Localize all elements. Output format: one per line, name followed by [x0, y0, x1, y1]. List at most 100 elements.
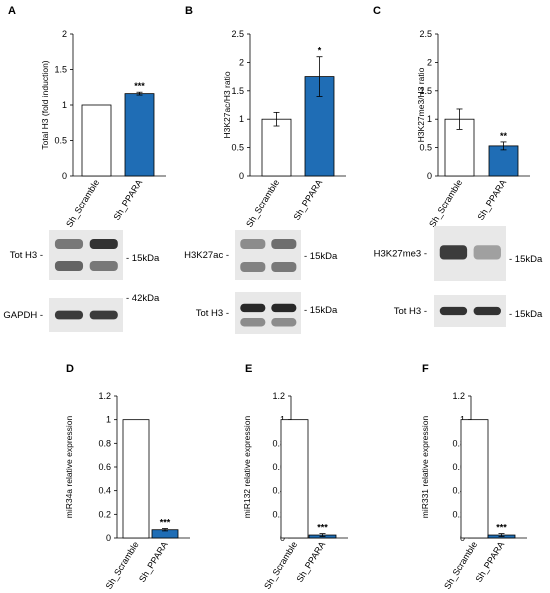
y-tick-label: 0.8: [98, 438, 111, 448]
y-tick-label: 1.5: [231, 86, 244, 96]
y-axis-label: H3K27ac/H3 ratio: [222, 71, 232, 138]
chart-panel-d: D 0 0.2 0.4 0.6 0.8 1 1.2 miR34a relative expres…: [64, 363, 190, 591]
panel-letter: D: [66, 363, 74, 375]
y-tick-label: 0.5: [54, 136, 67, 146]
y-tick-label: 1.5: [419, 86, 432, 96]
y-axis-label: miR132 relative expression: [242, 415, 252, 518]
blot-row-label: Tot H3 -: [196, 308, 229, 319]
blot-band: [240, 239, 266, 249]
x-category-label: Sh_Scramble: [104, 540, 141, 591]
blot-membrane: [235, 230, 301, 280]
blot-band: [54, 239, 84, 249]
blot-band: [240, 303, 266, 313]
y-tick-label: 2: [239, 57, 244, 67]
blot-row-label: H3K27me3 -: [374, 249, 427, 260]
y-tick-label: 0: [106, 533, 111, 543]
y-tick-label: 0.4: [98, 486, 111, 496]
y-tick-label: 0.6: [98, 462, 111, 472]
blot-band: [89, 239, 118, 249]
y-tick-label: 1.5: [54, 65, 67, 75]
blot-band: [54, 261, 84, 271]
blot-band: [240, 262, 266, 272]
blot-row-label: Tot H3 -: [10, 250, 43, 261]
y-tick-label: 1: [62, 100, 67, 110]
bar-sh-scramble: [280, 419, 309, 539]
blot-membrane: [49, 230, 123, 280]
y-tick-label: 2.5: [231, 29, 244, 39]
y-tick-label: 2: [427, 57, 432, 67]
panel-letter: A: [8, 5, 16, 17]
blot-row-label: GAPDH -: [3, 310, 43, 321]
significance-marker: **: [500, 131, 508, 141]
significance-marker: ***: [496, 523, 507, 533]
y-tick-label: 0.2: [98, 509, 111, 519]
western-blot-b: H3K27ac - - 15kDa Tot H3 - - 15kDa: [184, 230, 338, 334]
bar-sh-ppara: [488, 145, 519, 177]
western-blot-c: H3K27me3 - - 15kDa Tot H3 - - 15kDa: [374, 226, 543, 327]
y-tick-label: 1: [239, 114, 244, 124]
y-tick-label: 1.2: [98, 391, 111, 401]
blot-row-label: H3K27ac -: [184, 250, 229, 261]
blot-band: [271, 318, 297, 327]
y-tick-label: 0: [427, 171, 432, 181]
y-tick-label: 0.8: [272, 438, 285, 448]
y-tick-label: 0.8: [452, 438, 465, 448]
significance-marker: ***: [134, 81, 145, 91]
blot-band: [89, 261, 118, 271]
blot-band: [271, 303, 297, 313]
blot-size-marker: - 15kDa: [509, 309, 543, 320]
y-tick-label: 0.4: [272, 486, 285, 496]
y-axis-label: Total H3 (fold induction): [40, 60, 50, 149]
blot-band: [271, 262, 297, 272]
chart-panel-b: B 0 0.5 1 1.5 2 2.5 H3K27ac/H3 ratio Sh_Scramble…: [185, 5, 346, 229]
y-tick-label: 0.5: [231, 143, 244, 153]
blot-size-marker: - 42kDa: [126, 293, 160, 304]
y-axis-label: H3K27me3/H3 ratio: [416, 67, 426, 142]
western-blot-a: Tot H3 - - 15kDa GAPDH - - 42kDa: [3, 230, 160, 332]
panel-letter: B: [185, 5, 193, 17]
y-tick-label: 1.2: [272, 391, 285, 401]
blot-band: [473, 306, 501, 316]
blot-band: [271, 239, 297, 249]
y-tick-label: 0: [62, 171, 67, 181]
significance-marker: *: [318, 46, 322, 56]
y-tick-label: 1: [427, 114, 432, 124]
x-category-label: Sh_Scramble: [427, 178, 464, 229]
y-tick-label: 0.6: [272, 462, 285, 472]
y-tick-label: 0.2: [452, 509, 465, 519]
blot-band: [439, 245, 468, 260]
x-category-label: Sh_PPARA: [475, 178, 508, 222]
bar-sh-ppara: [304, 76, 335, 177]
blot-size-marker: - 15kDa: [126, 253, 160, 264]
y-tick-label: 0.6: [452, 462, 465, 472]
bar-sh-scramble: [122, 419, 150, 539]
y-tick-label: 0.2: [272, 509, 285, 519]
significance-marker: ***: [317, 523, 328, 533]
bar-sh-scramble: [261, 118, 292, 177]
x-category-label: Sh_PPARA: [294, 540, 327, 584]
y-tick-label: 2.5: [419, 29, 432, 39]
panel-letter: C: [373, 5, 381, 17]
y-axis-label: miR34a relative expression: [64, 415, 74, 518]
bar-sh-ppara: [124, 93, 155, 177]
x-category-label: Sh_PPARA: [111, 178, 144, 222]
blot-band: [89, 310, 118, 320]
chart-panel-a: A 0 0.5 1 1.5 2 Total H3 (fold induction) Sh_Sc…: [8, 5, 166, 229]
y-tick-label: 0.5: [419, 143, 432, 153]
x-category-label: Sh_Scramble: [442, 540, 479, 591]
blot-size-marker: - 15kDa: [509, 254, 543, 265]
bar-sh-scramble: [460, 419, 489, 539]
blot-row-label: Tot H3 -: [394, 306, 427, 317]
significance-marker: ***: [160, 518, 171, 528]
blot-membrane: [235, 292, 301, 334]
x-category-label: Sh_Scramble: [244, 178, 281, 229]
y-tick-label: 2: [62, 29, 67, 39]
panel-letter: E: [245, 363, 252, 375]
y-tick-label: 0: [239, 171, 244, 181]
y-tick-label: 1.2: [452, 391, 465, 401]
y-tick-label: 0.4: [452, 486, 465, 496]
x-category-label: Sh_Scramble: [64, 178, 101, 229]
